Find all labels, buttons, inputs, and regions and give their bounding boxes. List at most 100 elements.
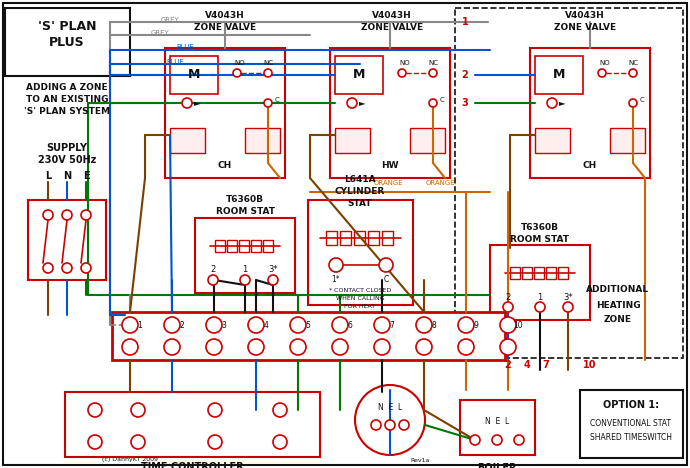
Bar: [330, 48, 450, 178]
Circle shape: [500, 339, 516, 355]
Text: 8: 8: [432, 321, 436, 329]
Text: NC: NC: [428, 60, 438, 66]
Circle shape: [122, 339, 138, 355]
Circle shape: [458, 317, 474, 333]
Bar: [326, 231, 337, 245]
Text: NO: NO: [400, 60, 411, 66]
Bar: [335, 128, 370, 153]
Text: ZONE VALVE: ZONE VALVE: [194, 22, 256, 31]
Text: 2: 2: [462, 70, 469, 80]
Text: T6360B: T6360B: [226, 196, 264, 205]
Bar: [354, 231, 365, 245]
Circle shape: [208, 275, 218, 285]
Text: 6: 6: [348, 321, 353, 329]
Circle shape: [122, 317, 138, 333]
Text: 10: 10: [513, 321, 523, 329]
Text: ORANGE: ORANGE: [425, 180, 455, 186]
Bar: [610, 128, 645, 153]
Circle shape: [385, 420, 395, 430]
Text: 3*: 3*: [268, 265, 278, 275]
Circle shape: [429, 69, 437, 77]
Text: BOILER: BOILER: [477, 463, 517, 468]
Bar: [245, 128, 280, 153]
Circle shape: [43, 263, 53, 273]
Text: ZONE VALVE: ZONE VALVE: [554, 22, 616, 31]
Bar: [65, 392, 320, 457]
Text: (c) DannyKT 2009: (c) DannyKT 2009: [102, 458, 158, 462]
Circle shape: [355, 385, 425, 455]
Bar: [382, 231, 393, 245]
Text: 1: 1: [242, 265, 248, 275]
Circle shape: [503, 302, 513, 312]
Circle shape: [88, 403, 102, 417]
Text: 2: 2: [504, 360, 511, 370]
Text: 'S' PLAN: 'S' PLAN: [38, 20, 96, 32]
Text: C: C: [275, 97, 279, 103]
Bar: [558, 267, 568, 279]
Bar: [546, 267, 556, 279]
Text: 3: 3: [221, 321, 226, 329]
Circle shape: [371, 420, 381, 430]
Text: 230V 50Hz: 230V 50Hz: [38, 155, 96, 165]
Circle shape: [290, 339, 306, 355]
Circle shape: [429, 99, 437, 107]
Circle shape: [208, 435, 222, 449]
Circle shape: [164, 339, 180, 355]
Bar: [490, 245, 590, 320]
Text: 7: 7: [390, 321, 395, 329]
Circle shape: [399, 420, 409, 430]
Circle shape: [131, 435, 145, 449]
Circle shape: [470, 435, 480, 445]
Circle shape: [332, 339, 348, 355]
Bar: [535, 128, 570, 153]
Circle shape: [62, 263, 72, 273]
Text: M: M: [353, 68, 365, 81]
Text: CONVENTIONAL STAT: CONVENTIONAL STAT: [591, 418, 671, 427]
Circle shape: [208, 403, 222, 417]
Text: BLUE: BLUE: [166, 59, 184, 65]
Bar: [170, 128, 205, 153]
Circle shape: [233, 69, 241, 77]
Text: SUPPLY: SUPPLY: [46, 143, 88, 153]
Text: CH: CH: [583, 161, 597, 170]
Text: HEATING: HEATING: [595, 300, 640, 309]
Text: 1: 1: [137, 321, 142, 329]
Text: 2: 2: [505, 292, 511, 301]
Bar: [522, 267, 532, 279]
Circle shape: [379, 258, 393, 272]
Text: V4043H: V4043H: [372, 10, 412, 20]
Bar: [227, 240, 237, 252]
Circle shape: [273, 435, 287, 449]
Text: ►: ►: [359, 98, 365, 108]
Bar: [28, 200, 106, 280]
Text: ►: ►: [559, 98, 565, 108]
Text: C: C: [640, 97, 644, 103]
Circle shape: [629, 99, 637, 107]
Text: ZONE VALVE: ZONE VALVE: [361, 22, 423, 31]
Circle shape: [416, 339, 432, 355]
Text: NC: NC: [628, 60, 638, 66]
Circle shape: [43, 210, 53, 220]
Text: M: M: [188, 68, 200, 81]
Circle shape: [273, 403, 287, 417]
Circle shape: [206, 339, 222, 355]
Text: 3*: 3*: [563, 292, 573, 301]
Bar: [170, 56, 218, 94]
Text: T6360B: T6360B: [521, 222, 559, 232]
Circle shape: [563, 302, 573, 312]
Text: V4043H: V4043H: [565, 10, 605, 20]
Text: ORANGE: ORANGE: [373, 180, 403, 186]
Circle shape: [88, 435, 102, 449]
Text: PLUS: PLUS: [49, 36, 85, 49]
Text: 5: 5: [306, 321, 310, 329]
Text: GREY: GREY: [150, 30, 169, 36]
Circle shape: [264, 99, 272, 107]
Text: ZONE: ZONE: [604, 315, 632, 324]
Text: 1: 1: [538, 292, 542, 301]
Circle shape: [598, 69, 606, 77]
Text: L: L: [45, 171, 51, 181]
Text: C: C: [384, 276, 388, 285]
Text: NO: NO: [600, 60, 611, 66]
Text: 10: 10: [583, 360, 597, 370]
Bar: [5, 8, 130, 76]
